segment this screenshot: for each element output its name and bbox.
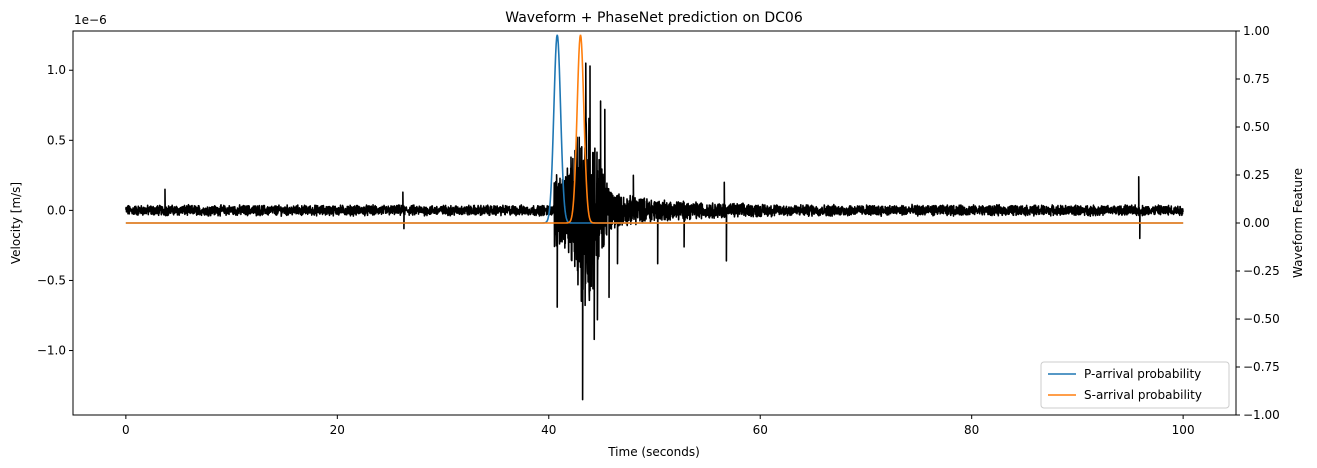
legend-box [1040,361,1230,409]
legend-label-s-arrival: S-arrival probability [1084,388,1202,402]
x-axis-label: Time (seconds) [607,445,700,459]
y-right-tick-label: 0.00 [1243,216,1270,230]
x-tick-label: 0 [122,423,130,437]
y-right-tick-label: −0.50 [1243,312,1280,326]
y-tick-label: 0.0 [47,203,66,217]
probability-line-p-arrival [125,34,1184,224]
y-right-tick-label: −0.25 [1243,264,1280,278]
y-axis-left: −1.0 −0.5 0.0 0.5 1.0 [37,63,73,358]
chart-title: Waveform + PhaseNet prediction on DC06 [505,10,803,26]
legend: P-arrival probability S-arrival probabil… [1040,361,1230,409]
waveform-line [125,62,1184,401]
y-axis-label-right: Waveform Feature [1291,168,1305,278]
y-right-tick-label: 0.25 [1243,168,1270,182]
y-right-tick-label: −0.75 [1243,360,1280,374]
y-tick-label: −0.5 [37,273,66,287]
y-axis-label: Velocity [m/s] [9,182,23,264]
y-right-tick-label: 0.50 [1243,120,1270,134]
y-right-tick-label: 1.00 [1243,24,1270,38]
legend-label-p-arrival: P-arrival probability [1084,367,1201,381]
y-tick-label: 1.0 [47,63,66,77]
y-tick-label: −1.0 [37,344,66,358]
probability-series [125,34,1184,224]
y-axis-right: −1.00 −0.75 −0.50 −0.25 0.00 0.25 0.50 0.75 1.00 [1236,24,1280,422]
y-offset-text: 1e−6 [74,13,107,27]
x-axis: 0 20 40 60 80 100 [122,415,1195,437]
x-tick-label: 100 [1172,423,1195,437]
probability-line-s-arrival [125,34,1184,224]
x-tick-label: 40 [541,423,556,437]
y-right-tick-label: −1.00 [1243,408,1280,422]
waveform-series [125,62,1184,401]
y-tick-label: 0.5 [47,133,66,147]
x-tick-label: 60 [753,423,768,437]
y-right-tick-label: 0.75 [1243,72,1270,86]
x-tick-label: 20 [330,423,345,437]
x-tick-label: 80 [964,423,979,437]
